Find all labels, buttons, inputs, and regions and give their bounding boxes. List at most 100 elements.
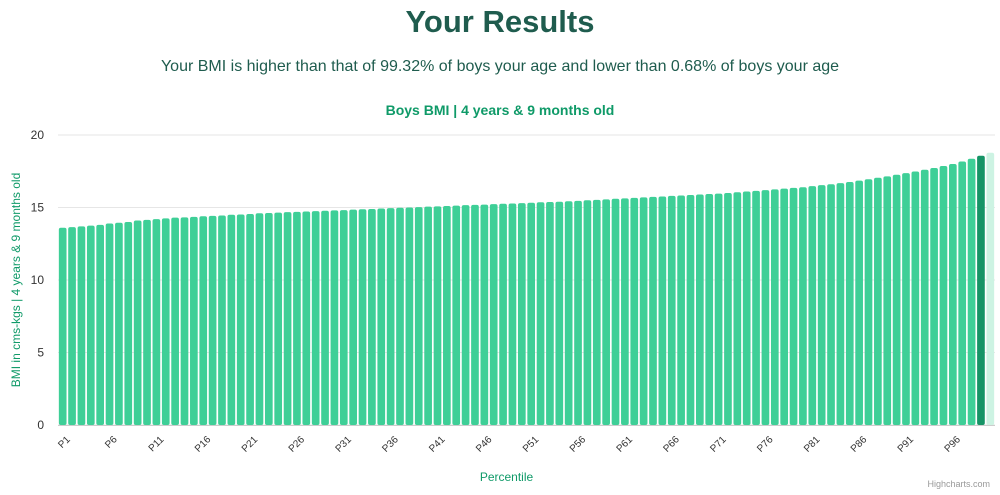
bar-p25[interactable] [283, 212, 292, 425]
bar-p2[interactable] [68, 227, 76, 425]
bar-p34[interactable] [368, 208, 376, 425]
bar-p80[interactable] [799, 187, 807, 425]
bar-p84[interactable] [836, 183, 845, 425]
bar-p66[interactable] [667, 195, 676, 425]
bar-p70[interactable] [705, 194, 714, 425]
bar-p83[interactable] [827, 184, 835, 425]
bar-p24[interactable] [274, 212, 283, 425]
bar-p45[interactable] [471, 204, 479, 425]
bar-p28[interactable] [311, 211, 320, 425]
bar-p96[interactable] [948, 164, 957, 425]
bar-p1[interactable] [58, 227, 67, 425]
bar-p98[interactable] [967, 158, 976, 425]
bar-p72[interactable] [724, 193, 732, 425]
bar-p4[interactable] [86, 225, 95, 425]
bar-p6[interactable] [105, 223, 114, 425]
bar-p37[interactable] [396, 207, 404, 425]
bar-p29[interactable] [321, 210, 329, 425]
bar-p64[interactable] [649, 196, 657, 425]
bar-p40[interactable] [424, 206, 432, 425]
bar-p68[interactable] [686, 195, 695, 425]
bar-p13[interactable] [171, 217, 179, 425]
bar-p15[interactable] [190, 216, 198, 425]
bar-p62[interactable] [630, 197, 639, 425]
bar-p19[interactable] [227, 214, 236, 425]
bar-p75[interactable] [752, 190, 760, 425]
bar-p71[interactable] [714, 193, 723, 425]
bar-p97[interactable] [958, 161, 967, 425]
bar-p7[interactable] [115, 222, 123, 425]
bar-p90[interactable] [892, 174, 901, 425]
bar-p5[interactable] [96, 224, 105, 425]
bar-p61[interactable] [621, 198, 629, 425]
bar-p77[interactable] [770, 189, 779, 425]
bar-p20[interactable] [236, 214, 245, 425]
bar-p16[interactable] [199, 216, 208, 425]
bar-p76[interactable] [761, 190, 770, 425]
bar-p27[interactable] [302, 211, 311, 425]
bar-p91[interactable] [902, 173, 910, 425]
bar-p22[interactable] [255, 213, 264, 425]
bar-p51[interactable] [527, 202, 536, 425]
bar-p49[interactable] [508, 203, 517, 425]
bar-p82[interactable] [817, 185, 826, 425]
bar-p30[interactable] [330, 210, 339, 425]
bar-p55[interactable] [564, 201, 573, 425]
bar-p99[interactable] [977, 155, 985, 426]
bar-p18[interactable] [218, 215, 226, 425]
bar-p60[interactable] [611, 198, 620, 425]
bar-p67[interactable] [677, 195, 685, 425]
bar-p32[interactable] [349, 209, 357, 425]
bar-p54[interactable] [555, 201, 564, 425]
bar-p8[interactable] [124, 222, 133, 425]
bar-p87[interactable] [864, 179, 873, 425]
bar-p46[interactable] [480, 204, 489, 425]
bar-p74[interactable] [742, 191, 751, 425]
bar-p17[interactable] [208, 215, 217, 425]
bar-p86[interactable] [855, 180, 863, 425]
bar-p23[interactable] [264, 213, 273, 425]
bar-p47[interactable] [489, 204, 498, 425]
bar-p31[interactable] [339, 210, 348, 425]
bar-p58[interactable] [592, 199, 601, 425]
bar-p78[interactable] [780, 188, 789, 425]
bar-p3[interactable] [77, 226, 86, 425]
bar-p81[interactable] [808, 186, 817, 425]
bar-p48[interactable] [499, 203, 507, 425]
bar-p14[interactable] [180, 217, 189, 425]
bar-series[interactable] [58, 152, 995, 426]
bar-p100[interactable] [986, 152, 995, 425]
bar-p79[interactable] [789, 187, 798, 425]
bar-p89[interactable] [883, 176, 892, 425]
bar-p11[interactable] [152, 219, 161, 425]
bar-p44[interactable] [461, 205, 470, 425]
bar-p33[interactable] [358, 209, 367, 425]
bar-p38[interactable] [405, 207, 414, 426]
bar-p92[interactable] [911, 171, 920, 425]
bar-p42[interactable] [443, 206, 451, 425]
bar-p21[interactable] [246, 214, 254, 425]
bar-p65[interactable] [658, 196, 667, 425]
bar-p57[interactable] [583, 200, 592, 425]
bar-p94[interactable] [930, 168, 938, 425]
bar-p52[interactable] [536, 202, 545, 425]
bar-p95[interactable] [939, 166, 948, 425]
bar-p35[interactable] [377, 208, 386, 425]
bar-p88[interactable] [874, 177, 882, 425]
bar-p50[interactable] [517, 203, 526, 425]
bar-p26[interactable] [293, 211, 301, 425]
bar-p43[interactable] [452, 205, 461, 425]
chart-credit[interactable]: Highcharts.com [927, 479, 990, 489]
bar-p85[interactable] [845, 181, 854, 425]
bar-p53[interactable] [546, 201, 554, 425]
bar-p73[interactable] [733, 192, 742, 425]
bar-p93[interactable] [920, 169, 929, 425]
bar-p36[interactable] [386, 208, 395, 425]
bar-p9[interactable] [133, 220, 142, 425]
bar-p39[interactable] [414, 207, 423, 425]
bar-p56[interactable] [574, 200, 582, 425]
bar-p12[interactable] [161, 218, 170, 425]
bar-p63[interactable] [639, 197, 648, 425]
bar-p41[interactable] [433, 206, 442, 425]
bar-p69[interactable] [696, 194, 704, 425]
